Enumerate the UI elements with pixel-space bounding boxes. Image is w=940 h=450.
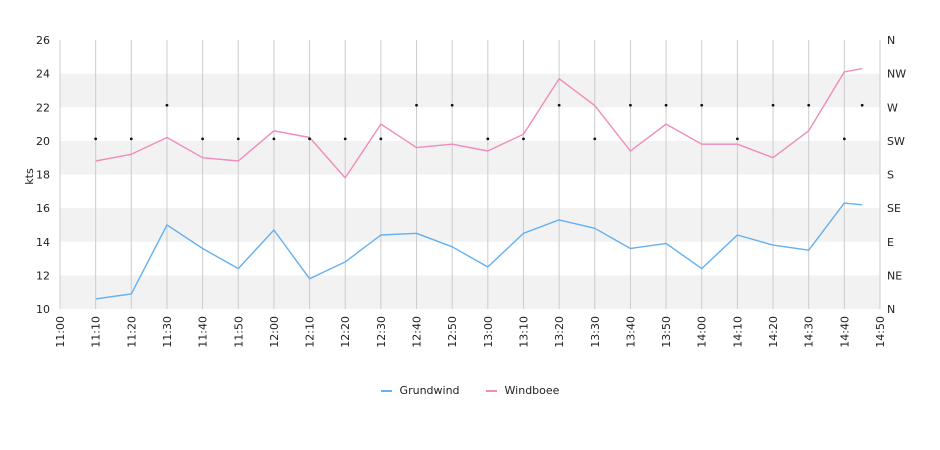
direction-marker — [308, 137, 311, 141]
x-tick-label: 13:20 — [553, 316, 566, 348]
y-axis-label: kts — [23, 168, 36, 185]
y-tick-label: 20 — [36, 135, 50, 148]
direction-marker — [129, 137, 133, 141]
direction-marker — [557, 103, 561, 107]
direction-tick-label: SE — [887, 202, 901, 215]
grid-band — [60, 208, 880, 242]
direction-marker — [735, 137, 739, 141]
x-tick-label: 14:00 — [696, 316, 709, 348]
direction-marker — [522, 137, 525, 141]
direction-tick-label: N — [887, 34, 895, 47]
direction-marker — [700, 103, 704, 107]
x-tick-label: 12:50 — [446, 316, 459, 348]
y-tick-label: 12 — [36, 269, 50, 282]
legend-item-grundwind[interactable]: Grundwind — [380, 384, 460, 397]
right-direction-axis: N NE E SE S SW W NW N — [887, 34, 906, 316]
x-tick-label: 14:40 — [838, 316, 851, 348]
direction-markers — [94, 103, 864, 141]
series-line-grundwind — [95, 202, 863, 300]
x-tick-label: 13:50 — [660, 316, 673, 348]
direction-marker — [415, 103, 418, 107]
series-lines — [95, 67, 863, 300]
direction-tick-label: NW — [887, 68, 906, 81]
direction-marker — [450, 103, 454, 107]
vertical-gridlines — [59, 40, 881, 309]
x-tick-label: 14:50 — [874, 316, 887, 348]
y-tick-label: 14 — [36, 236, 50, 249]
x-axis-ticks: 11:00 11:10 11:20 11:30 11:40 11:50 12:00 12:10… — [54, 316, 887, 348]
direction-tick-label: N — [887, 303, 895, 316]
y-tick-label: 22 — [36, 101, 50, 114]
legend-label-grundwind: Grundwind — [399, 384, 460, 397]
direction-marker — [236, 137, 240, 141]
direction-marker — [771, 103, 775, 107]
series-line-windboee — [95, 67, 863, 179]
grid-bands — [60, 40, 880, 309]
grid-band — [60, 107, 880, 141]
x-tick-label: 13:30 — [589, 316, 602, 348]
grid-band — [60, 275, 880, 309]
x-tick-label: 12:40 — [411, 316, 424, 348]
direction-tick-label: NE — [887, 269, 902, 282]
x-tick-label: 11:40 — [197, 316, 210, 348]
x-tick-label: 13:10 — [517, 316, 530, 348]
direction-marker — [343, 137, 347, 141]
x-tick-label: 11:20 — [125, 316, 138, 348]
direction-marker — [486, 137, 490, 141]
direction-marker — [860, 103, 864, 107]
x-tick-label: 13:00 — [482, 316, 495, 348]
grid-band — [60, 174, 880, 209]
direction-marker — [379, 137, 383, 141]
y-tick-label: 18 — [36, 169, 50, 182]
x-tick-label: 14:10 — [731, 316, 744, 348]
legend-swatch-windboee — [485, 389, 497, 392]
legend-label-windboee: Windboee — [504, 384, 560, 397]
x-tick-label: 12:20 — [339, 316, 352, 348]
x-tick-label: 11:50 — [232, 316, 245, 348]
direction-marker — [165, 103, 169, 107]
direction-marker — [664, 103, 668, 107]
x-tick-label: 11:30 — [161, 316, 174, 348]
x-tick-label: 11:00 — [54, 316, 67, 348]
direction-tick-label: S — [887, 169, 894, 182]
direction-marker — [272, 137, 276, 141]
x-tick-label: 14:20 — [767, 316, 780, 348]
y-tick-label: 26 — [36, 34, 50, 47]
grid-band — [60, 40, 880, 74]
direction-marker — [807, 103, 811, 107]
legend-swatch-grundwind — [380, 389, 392, 392]
grid-band — [60, 73, 880, 108]
direction-marker — [629, 103, 632, 107]
x-tick-label: 13:40 — [624, 316, 637, 348]
x-tick-label: 12:10 — [304, 316, 317, 348]
direction-marker — [842, 137, 846, 141]
direction-tick-label: E — [887, 236, 894, 249]
grid-band — [60, 241, 880, 276]
direction-tick-label: W — [887, 101, 898, 114]
direction-marker — [593, 137, 597, 141]
x-tick-label: 12:00 — [268, 316, 281, 348]
direction-marker — [201, 137, 205, 141]
x-tick-label: 11:10 — [90, 316, 103, 348]
y-tick-label: 10 — [36, 303, 50, 316]
legend-item-windboee[interactable]: Windboee — [485, 384, 560, 397]
y-tick-label: 24 — [36, 68, 50, 81]
legend: Grundwind Windboee — [0, 384, 940, 397]
x-tick-label: 14:30 — [803, 316, 816, 348]
direction-marker — [94, 137, 98, 141]
direction-tick-label: SW — [887, 135, 905, 148]
x-tick-label: 12:30 — [375, 316, 388, 348]
left-y-axis-ticks: 10 12 14 16 18 20 22 24 26 — [36, 34, 50, 316]
y-tick-label: 16 — [36, 202, 50, 215]
